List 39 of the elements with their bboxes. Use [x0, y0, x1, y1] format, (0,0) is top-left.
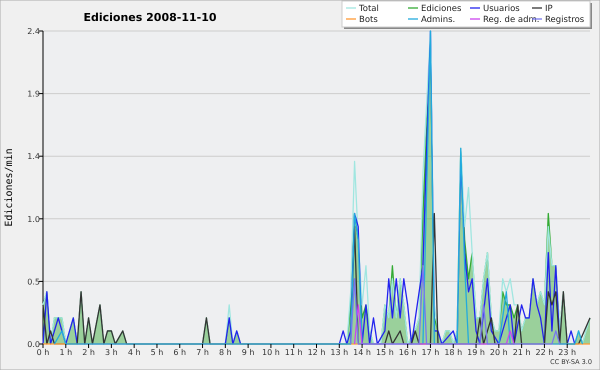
x-tick-label: 15 h [376, 348, 394, 357]
y-tick-label: 1.9 [27, 90, 40, 99]
x-tick-label: 17 h [422, 348, 440, 357]
x-tick-label: 6 h [173, 348, 186, 357]
x-tick-label: 21 h [512, 348, 531, 357]
x-tick-label: 14 h [353, 348, 371, 357]
x-tick-label: 1 h [59, 348, 72, 357]
x-tick-label: 19 h [467, 348, 485, 357]
x-tick-label: 16 h [398, 348, 417, 357]
x-tick-label: 20 h [490, 348, 508, 357]
y-axis-title: Ediciones/min [4, 148, 15, 227]
x-tick-label: 5 h [150, 348, 164, 357]
y-tick-label: 0.0 [27, 340, 40, 349]
legend-label: Total [358, 4, 379, 14]
chart-title: Ediciones 2008-11-10 [83, 11, 217, 24]
x-tick-label: 22 h [536, 348, 554, 357]
x-tick-label: 11 h [284, 348, 303, 357]
y-tick-label: 1.4 [27, 152, 40, 162]
x-tick-label: 13 h [330, 348, 348, 357]
y-tick-label: 1.0 [27, 214, 40, 224]
x-tick-label: 8 h [218, 348, 232, 357]
x-tick-label: 3 h [105, 348, 118, 357]
x-tick-label: 2 h [82, 348, 95, 357]
x-tick-label: 10 h [262, 348, 280, 357]
x-tick-label: 12 h [308, 348, 326, 357]
y-tick-label: 2.4 [27, 27, 40, 36]
legend-label: Usuarios [483, 4, 520, 14]
legend-label: Admins. [421, 15, 456, 25]
y-tick-label: 0.5 [27, 277, 40, 286]
x-tick-label: 18 h [444, 348, 462, 357]
x-tick-label: 23 h [558, 348, 576, 357]
legend-label: IP [545, 4, 553, 14]
x-tick-label: 7 h [196, 348, 209, 357]
x-tick-label: 0 h [36, 348, 50, 357]
legend-label: Bots [359, 15, 378, 25]
legend-label: Registros [545, 15, 585, 25]
x-tick-label: 9 h [242, 348, 254, 357]
legend-label: Ediciones [421, 4, 462, 14]
x-tick-label: 4 h [128, 348, 141, 357]
